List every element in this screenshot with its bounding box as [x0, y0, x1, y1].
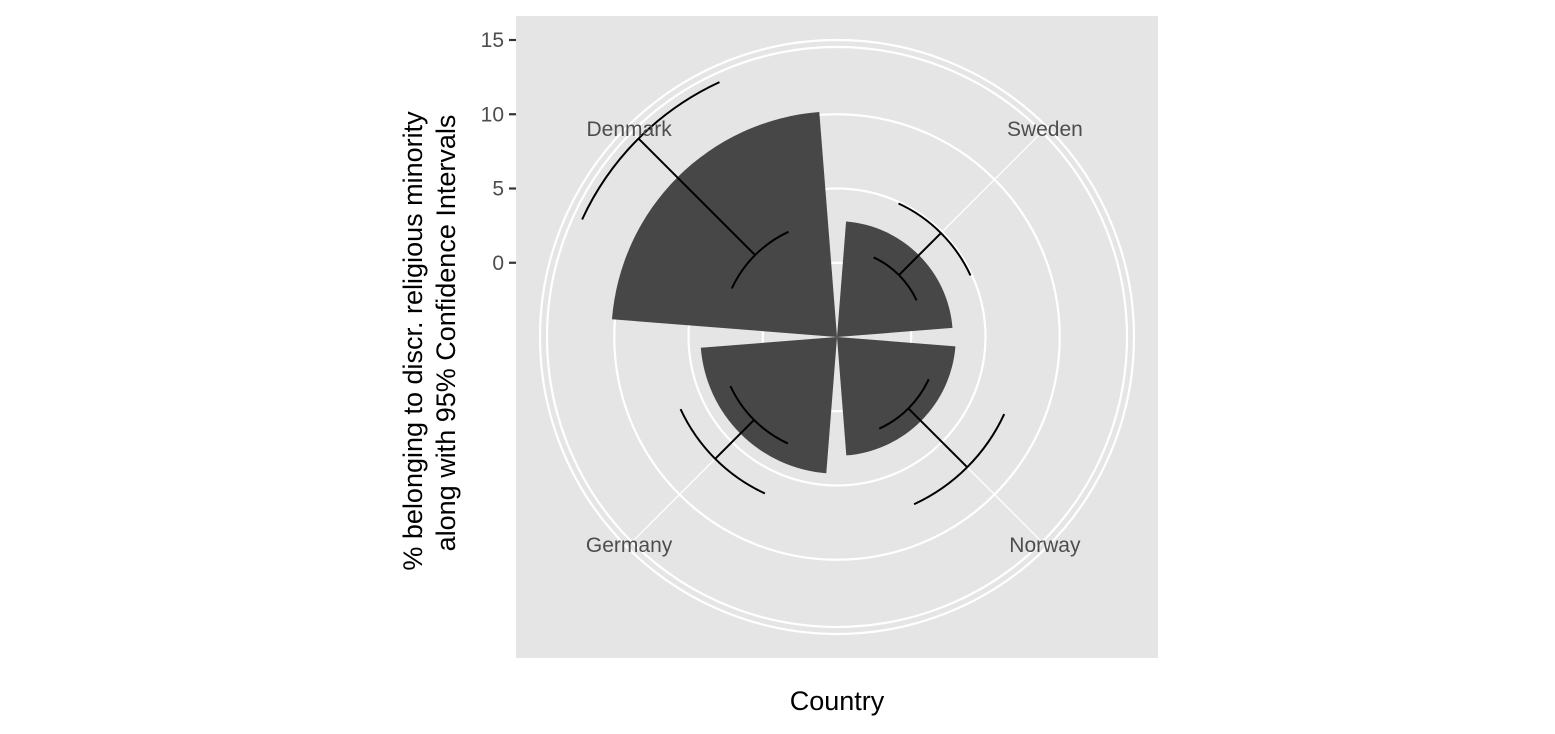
- grid-ring-outer: [545, 45, 1129, 629]
- errorbar-cap-upper-norway: [913, 413, 1006, 506]
- y-tick-label-5: 5: [492, 178, 504, 201]
- category-label-denmark: Denmark: [587, 118, 673, 141]
- grid-ring-10: [613, 113, 1061, 561]
- errorbar-germany: [679, 385, 789, 495]
- errorbar-line-germany: [714, 419, 755, 460]
- errorbar-cap-upper-germany: [679, 408, 766, 495]
- y-axis-ticks: 0 5 10 15: [481, 29, 516, 275]
- errorbar-cap-lower-sweden: [873, 256, 918, 301]
- grid-ring-5: [687, 187, 987, 487]
- errorbar-line-norway: [907, 407, 968, 468]
- y-tick-label-0: 0: [492, 252, 504, 275]
- category-label-norway: Norway: [1009, 534, 1081, 557]
- y-axis-title-line-2: along with 95% Confidence Intervals: [431, 115, 461, 552]
- y-tick-label-10: 10: [481, 103, 504, 126]
- x-axis-title: Country: [790, 686, 885, 716]
- category-labels: Sweden Norway Germany Denmark: [586, 118, 1083, 557]
- y-axis-title: % belonging to discr. religious minority…: [398, 111, 461, 571]
- grid-ring-0: [761, 261, 913, 413]
- category-label-sweden: Sweden: [1007, 118, 1083, 141]
- bar-sweden: [837, 221, 953, 337]
- errorbar-cap-lower-norway: [878, 378, 930, 430]
- errorbar-sweden: [873, 202, 972, 301]
- errorbar-line-sweden: [898, 232, 942, 276]
- errorbar-layer: [581, 81, 1006, 506]
- errorbar-cap-upper-sweden: [898, 202, 972, 276]
- errorbar-line-denmark: [637, 137, 756, 256]
- errorbar-cap-lower-denmark: [730, 230, 789, 289]
- errorbar-cap-lower-germany: [729, 385, 789, 445]
- bar-germany: [700, 337, 837, 474]
- errorbar-norway: [878, 378, 1006, 506]
- errorbar-cap-upper-denmark: [581, 81, 720, 220]
- category-label-germany: Germany: [586, 534, 673, 557]
- errorbar-denmark: [581, 81, 789, 289]
- grid-ring-15: [538, 38, 1136, 636]
- y-tick-label-15: 15: [481, 29, 504, 52]
- bar-norway: [837, 337, 956, 456]
- y-axis-title-line-1: % belonging to discr. religious minority: [398, 111, 428, 571]
